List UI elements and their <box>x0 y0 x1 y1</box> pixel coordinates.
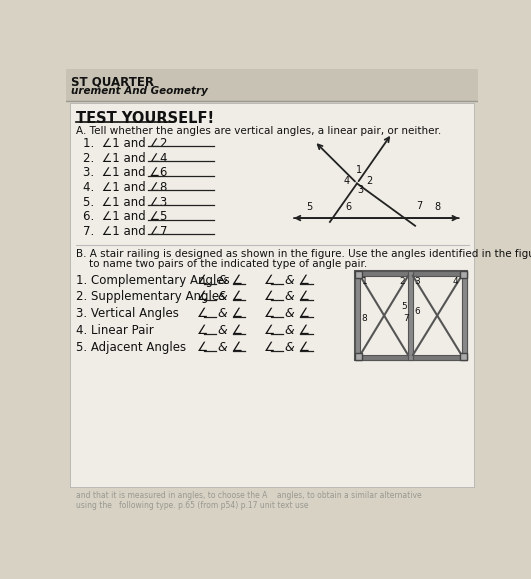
Text: ∠: ∠ <box>264 307 275 320</box>
Text: 5: 5 <box>401 302 407 311</box>
Text: & ∠: & ∠ <box>285 273 310 287</box>
Text: 1.  ∠1 and ∠2: 1. ∠1 and ∠2 <box>83 137 168 150</box>
Text: 3: 3 <box>358 185 364 195</box>
Text: to name two pairs of the indicated type of angle pair.: to name two pairs of the indicated type … <box>76 259 367 269</box>
Text: & ∠: & ∠ <box>285 324 310 338</box>
Text: 2: 2 <box>366 176 373 186</box>
Text: 4. Linear Pair: 4. Linear Pair <box>76 324 154 338</box>
Text: 6.  ∠1 and ∠5: 6. ∠1 and ∠5 <box>83 210 168 223</box>
Text: using the   following type. p.65 (from p54) p.17 unit text use: using the following type. p.65 (from p54… <box>76 501 309 510</box>
Text: 4: 4 <box>343 176 349 186</box>
Text: 1: 1 <box>355 164 362 175</box>
Bar <box>355 355 467 360</box>
Bar <box>408 271 413 360</box>
Text: 4: 4 <box>452 277 458 287</box>
Text: 7: 7 <box>417 201 423 211</box>
Text: 8: 8 <box>362 314 367 323</box>
Text: B. A stair railing is designed as shown in the figure. Use the angles identified: B. A stair railing is designed as shown … <box>76 249 531 259</box>
Text: 7.  ∠1 and ∠7: 7. ∠1 and ∠7 <box>83 225 168 238</box>
Bar <box>70 104 474 487</box>
Text: ∠: ∠ <box>196 273 208 287</box>
Bar <box>461 271 467 360</box>
Bar <box>460 353 467 360</box>
Text: 3. Vertical Angles: 3. Vertical Angles <box>76 307 179 320</box>
Text: 3: 3 <box>414 277 420 287</box>
Text: 6: 6 <box>345 203 352 212</box>
Bar <box>355 271 467 276</box>
Text: 7: 7 <box>402 314 408 323</box>
Text: urement And Geometry: urement And Geometry <box>71 86 208 97</box>
Text: ∠: ∠ <box>264 324 275 338</box>
Text: & ∠: & ∠ <box>218 324 243 338</box>
Text: A. Tell whether the angles are vertical angles, a linear pair, or neither.: A. Tell whether the angles are vertical … <box>76 126 442 135</box>
Text: 6: 6 <box>414 306 420 316</box>
Bar <box>355 271 360 360</box>
Text: & ∠: & ∠ <box>218 341 243 354</box>
Text: & ∠: & ∠ <box>218 273 243 287</box>
Text: 1: 1 <box>362 277 367 287</box>
Bar <box>66 69 478 102</box>
Bar <box>355 353 362 360</box>
Text: 5. Adjacent Angles: 5. Adjacent Angles <box>76 341 186 354</box>
Text: ∠: ∠ <box>264 291 275 303</box>
Bar <box>355 271 467 360</box>
Text: 2: 2 <box>400 277 405 287</box>
Text: & ∠: & ∠ <box>218 291 243 303</box>
Text: 1. Complementary Angles: 1. Complementary Angles <box>76 273 230 287</box>
Text: ∠: ∠ <box>196 324 208 338</box>
Text: 8: 8 <box>434 203 441 212</box>
Text: ∠: ∠ <box>264 341 275 354</box>
Text: ∠: ∠ <box>196 291 208 303</box>
Text: and that it is measured in angles, to choose the A    angles, to obtain a simila: and that it is measured in angles, to ch… <box>76 492 422 500</box>
Text: & ∠: & ∠ <box>285 307 310 320</box>
Text: & ∠: & ∠ <box>285 291 310 303</box>
Text: ST QUARTER: ST QUARTER <box>71 76 154 89</box>
Text: ∠: ∠ <box>264 273 275 287</box>
Text: 2.  ∠1 and ∠4: 2. ∠1 and ∠4 <box>83 152 168 165</box>
Text: 5: 5 <box>306 203 313 212</box>
Text: 5.  ∠1 and ∠3: 5. ∠1 and ∠3 <box>83 196 168 209</box>
Text: ∠: ∠ <box>196 307 208 320</box>
Text: & ∠: & ∠ <box>285 341 310 354</box>
Text: 4.  ∠1 and ∠8: 4. ∠1 and ∠8 <box>83 181 168 194</box>
Text: & ∠: & ∠ <box>218 307 243 320</box>
Bar <box>460 271 467 278</box>
Text: 2. Supplementary Angles: 2. Supplementary Angles <box>76 291 226 303</box>
Text: 3.  ∠1 and ∠6: 3. ∠1 and ∠6 <box>83 167 168 179</box>
Text: ∠: ∠ <box>196 341 208 354</box>
Bar <box>355 271 362 278</box>
Text: TEST YOURSELF!: TEST YOURSELF! <box>76 111 215 126</box>
